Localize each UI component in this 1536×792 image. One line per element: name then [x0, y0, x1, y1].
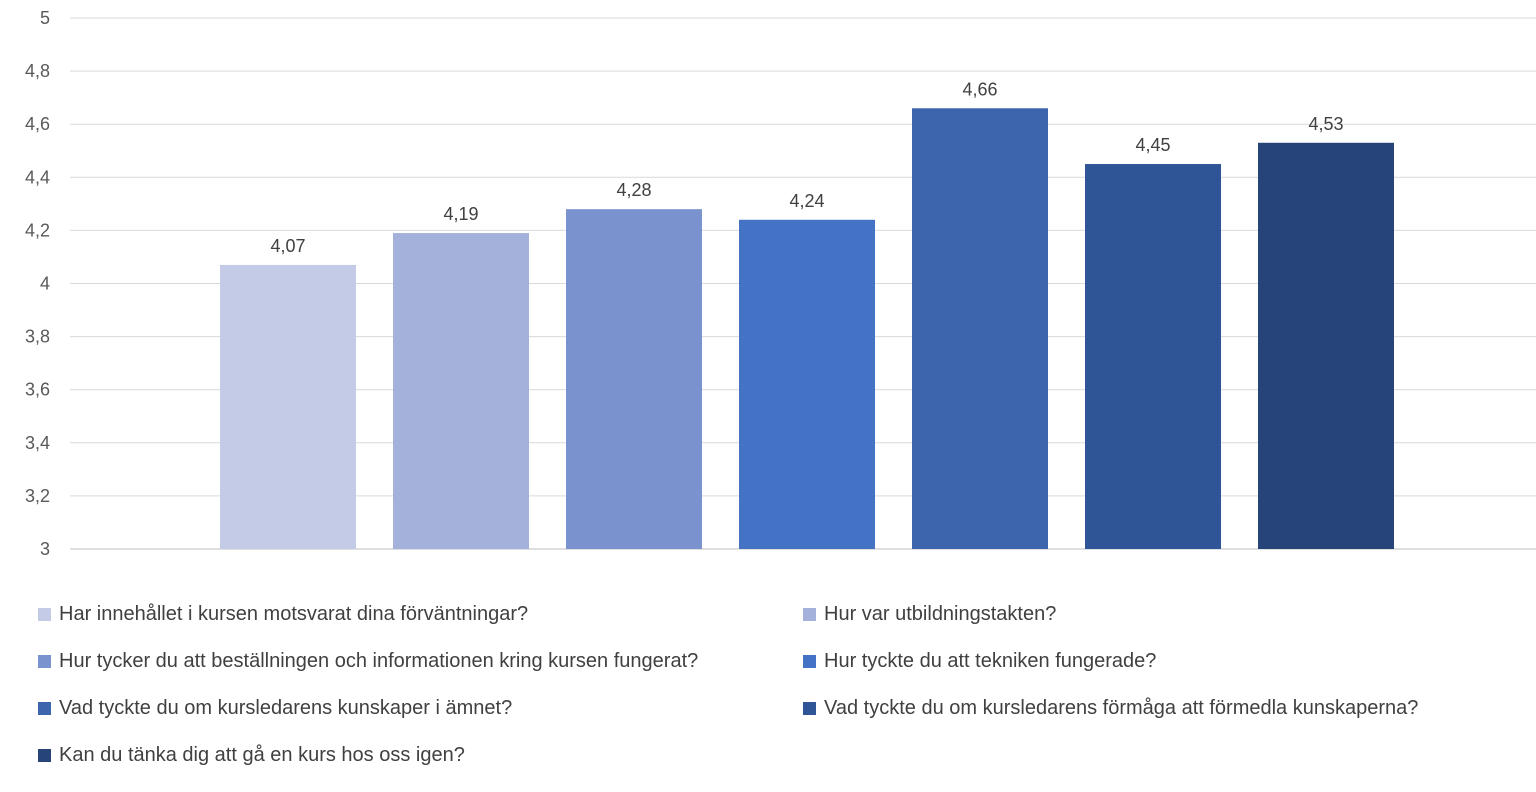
- y-tick-label: 5: [40, 8, 50, 28]
- y-tick-label: 4,8: [25, 61, 50, 81]
- legend-swatch: [803, 608, 816, 621]
- legend-label: Vad tyckte du om kursledarens förmåga at…: [824, 697, 1419, 719]
- legend-item: Hur var utbildningstakten?: [803, 603, 1056, 626]
- y-tick-label: 3,4: [25, 433, 50, 453]
- y-tick-label: 4,6: [25, 114, 50, 134]
- legend-label: Hur tycker du att beställningen och info…: [59, 650, 699, 672]
- legend-item: Vad tyckte du om kursledarens förmåga at…: [803, 697, 1418, 720]
- bar: [393, 233, 529, 549]
- bar: [220, 264, 356, 549]
- bar: [566, 209, 702, 549]
- bar: [1085, 164, 1221, 549]
- bar: [1258, 142, 1394, 549]
- legend-item: Vad tyckte du om kursledarens kunskaper …: [38, 697, 512, 720]
- data-label: 4,53: [1308, 114, 1343, 134]
- bar: [912, 108, 1048, 550]
- y-tick-label: 4: [40, 274, 50, 294]
- data-label: 4,07: [270, 236, 305, 256]
- legend-swatch: [803, 655, 816, 668]
- bar: [739, 219, 875, 549]
- legend-label: Vad tyckte du om kursledarens kunskaper …: [59, 697, 513, 719]
- data-label: 4,19: [443, 204, 478, 224]
- legend-item: Hur tycker du att beställningen och info…: [38, 650, 698, 673]
- data-label: 4,28: [616, 180, 651, 200]
- y-tick-label: 3,8: [25, 327, 50, 347]
- legend-label: Kan du tänka dig att gå en kurs hos oss …: [59, 744, 465, 766]
- data-label: 4,66: [962, 79, 997, 99]
- data-label: 4,24: [789, 191, 824, 211]
- legend-label: Hur var utbildningstakten?: [824, 603, 1057, 625]
- y-tick-label: 3: [40, 539, 50, 559]
- legend-swatch: [38, 655, 51, 668]
- legend-swatch: [803, 702, 816, 715]
- y-tick-label: 4,4: [25, 167, 50, 187]
- legend-swatch: [38, 702, 51, 715]
- legend-label: Har innehållet i kursen motsvarat dina f…: [59, 603, 529, 625]
- legend-item: Har innehållet i kursen motsvarat dina f…: [38, 603, 528, 626]
- data-label: 4,45: [1135, 135, 1170, 155]
- legend-swatch: [38, 749, 51, 762]
- legend-item: Hur tyckte du att tekniken fungerade?: [803, 650, 1156, 673]
- y-tick-label: 4,2: [25, 220, 50, 240]
- legend-swatch: [38, 608, 51, 621]
- y-tick-label: 3,6: [25, 380, 50, 400]
- legend-item: Kan du tänka dig att gå en kurs hos oss …: [38, 744, 465, 767]
- legend-label: Hur tyckte du att tekniken fungerade?: [824, 650, 1157, 672]
- y-tick-label: 3,2: [25, 486, 50, 506]
